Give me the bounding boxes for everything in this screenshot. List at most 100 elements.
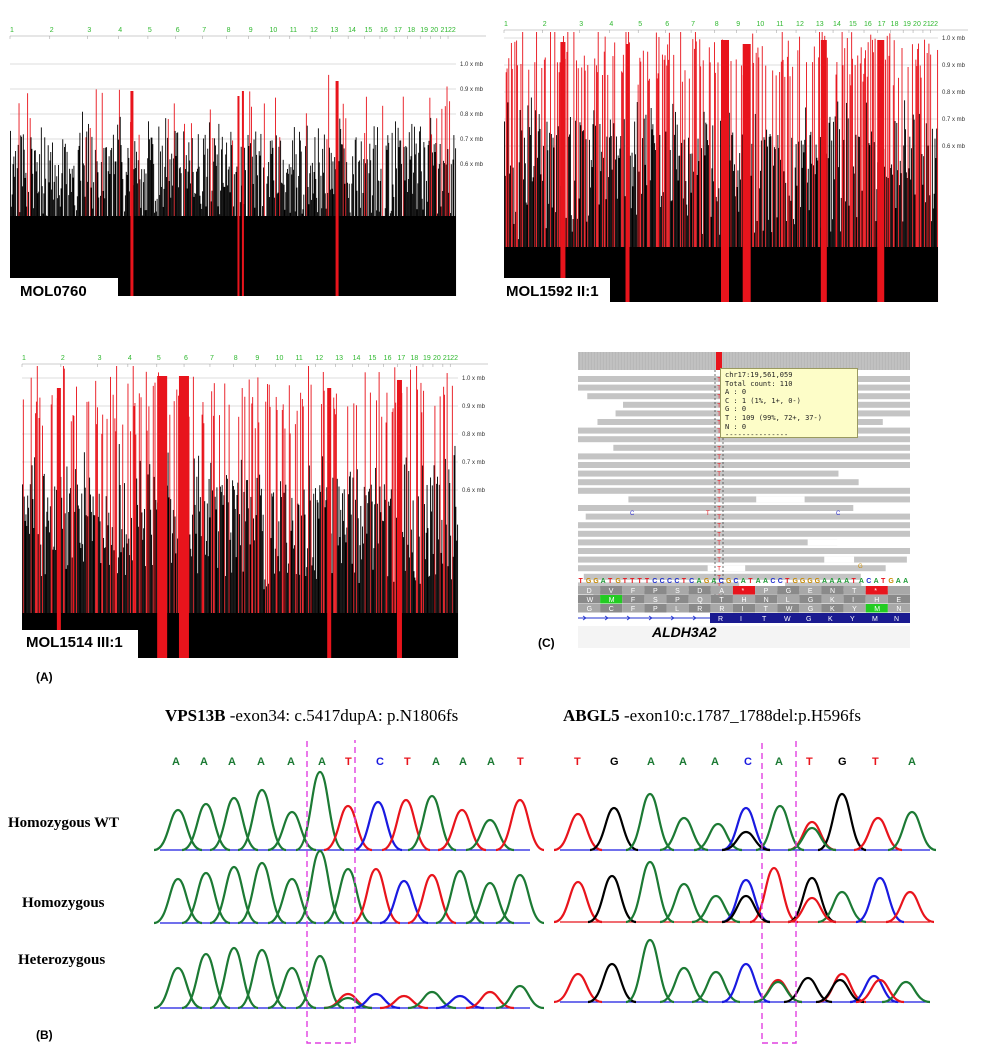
svg-text:G: G (587, 606, 592, 613)
svg-text:N: N (830, 588, 835, 595)
chr-label-18: 18 (407, 27, 415, 34)
svg-text:T: T (717, 558, 721, 564)
chr-label-19: 19 (903, 21, 911, 28)
sample-label-mol0760: MOL0760 (12, 281, 95, 302)
chr-label-1: 1 (504, 21, 508, 28)
base-call: A (432, 756, 440, 768)
highlight-box-right (761, 740, 797, 1044)
svg-text:T: T (717, 446, 721, 452)
chr-label-9: 9 (736, 21, 740, 28)
base-call: G (610, 756, 619, 768)
axis-tick-label: 0.7 x mb (942, 117, 966, 123)
svg-text:G: G (786, 588, 791, 595)
svg-text:Y: Y (852, 606, 857, 613)
base-call: T (404, 756, 411, 768)
base-call: A (287, 756, 295, 768)
svg-text:T: T (717, 507, 721, 513)
svg-text:W: W (784, 616, 791, 623)
svg-text:R: R (718, 616, 723, 623)
axis-tick-label: 0.9 x mb (942, 63, 966, 69)
svg-text:V: V (609, 588, 614, 595)
svg-text:A: A (697, 578, 702, 585)
svg-text:G: G (806, 616, 811, 623)
svg-text:A: A (719, 588, 724, 595)
chr-label-11: 11 (296, 355, 303, 362)
svg-text:C: C (719, 578, 724, 585)
svg-text:T: T (645, 578, 650, 585)
chr-label-15: 15 (369, 355, 377, 362)
svg-text:G: G (800, 578, 806, 585)
svg-text:H: H (742, 597, 747, 604)
chr-label-2: 2 (543, 21, 547, 28)
axis-tick-label: 0.8 x mb (462, 432, 486, 438)
chr-label-13: 13 (330, 27, 338, 34)
svg-text:K: K (830, 597, 835, 604)
svg-text:G: G (815, 578, 821, 585)
gene-label-aldh3a2: ALDH3A2 (652, 624, 717, 640)
chr-label-14: 14 (353, 355, 361, 362)
svg-text:A: A (741, 578, 746, 585)
variant-abgl5: -exon10:c.1787_1788del:p.H596fs (619, 706, 861, 725)
svg-text:T: T (608, 578, 613, 585)
chr-label-6: 6 (665, 21, 669, 28)
chr-label-19: 19 (423, 355, 431, 362)
chr-label-12: 12 (310, 27, 318, 34)
svg-text:G: G (615, 578, 621, 585)
chr-label-12: 12 (796, 21, 804, 28)
chr-label-4: 4 (118, 27, 122, 34)
chr-label-8: 8 (227, 27, 231, 34)
axis-tick-label: 0.6 x mb (460, 162, 484, 168)
svg-text:*: * (874, 588, 877, 595)
svg-text:T: T (881, 578, 886, 585)
chr-label-1: 1 (22, 355, 26, 362)
chr-label-11: 11 (776, 21, 783, 28)
svg-text:C: C (660, 578, 665, 585)
chr-label-21: 21 (923, 21, 931, 28)
svg-text:T: T (762, 616, 767, 623)
svg-text:*: * (742, 588, 745, 595)
panel-label-a: (A) (36, 670, 53, 684)
svg-text:D: D (697, 588, 702, 595)
svg-text:A: A (601, 578, 606, 585)
svg-text:G: G (593, 578, 599, 585)
svg-text:T: T (717, 481, 721, 487)
chr-label-21: 21 (441, 27, 449, 34)
mismatch-base: C (630, 511, 635, 517)
svg-text:I: I (740, 616, 742, 623)
svg-text:D: D (587, 588, 592, 595)
base-call: T (345, 756, 352, 768)
svg-text:A: A (711, 578, 716, 585)
chr-label-2: 2 (61, 355, 65, 362)
chr-label-20: 20 (430, 27, 438, 34)
base-call: A (228, 756, 236, 768)
mismatch-base: C (836, 511, 841, 517)
chr-label-7: 7 (202, 27, 206, 34)
svg-text:S: S (653, 597, 658, 604)
axis-tick-label: 0.8 x mb (942, 90, 966, 96)
svg-text:K: K (830, 606, 835, 613)
axis-tick-label: 1.0 x mb (942, 36, 966, 42)
svg-text:P: P (653, 606, 658, 613)
axis-tick-label: 0.6 x mb (462, 488, 486, 494)
panel-label-c: (C) (538, 636, 555, 650)
gene-abgl5: ABGL5 (563, 706, 620, 725)
svg-text:T: T (748, 578, 753, 585)
chr-label-7: 7 (210, 355, 214, 362)
homozygosity-plot-mol1592: 1 2 3 4 5 6 7 8 9 10 11 12 13 14 15 16 17 18 19 20 21 22 1.0 x… (498, 6, 978, 303)
svg-text:T: T (717, 429, 721, 435)
svg-text:T: T (717, 515, 721, 521)
chr-label-8: 8 (234, 355, 238, 362)
svg-text:T: T (717, 567, 721, 573)
chr-label-10: 10 (756, 21, 764, 28)
svg-text:T: T (717, 438, 721, 444)
chr-label-1: 1 (10, 27, 14, 34)
svg-text:T: T (717, 395, 721, 401)
panel-label-b: (B) (36, 1028, 53, 1042)
chr-label-12: 12 (315, 355, 323, 362)
svg-text:C: C (866, 578, 871, 585)
svg-text:T: T (623, 578, 628, 585)
chr-label-10: 10 (276, 355, 284, 362)
chr-label-16: 16 (380, 27, 388, 34)
svg-text:A: A (756, 578, 761, 585)
svg-text:A: A (896, 578, 901, 585)
